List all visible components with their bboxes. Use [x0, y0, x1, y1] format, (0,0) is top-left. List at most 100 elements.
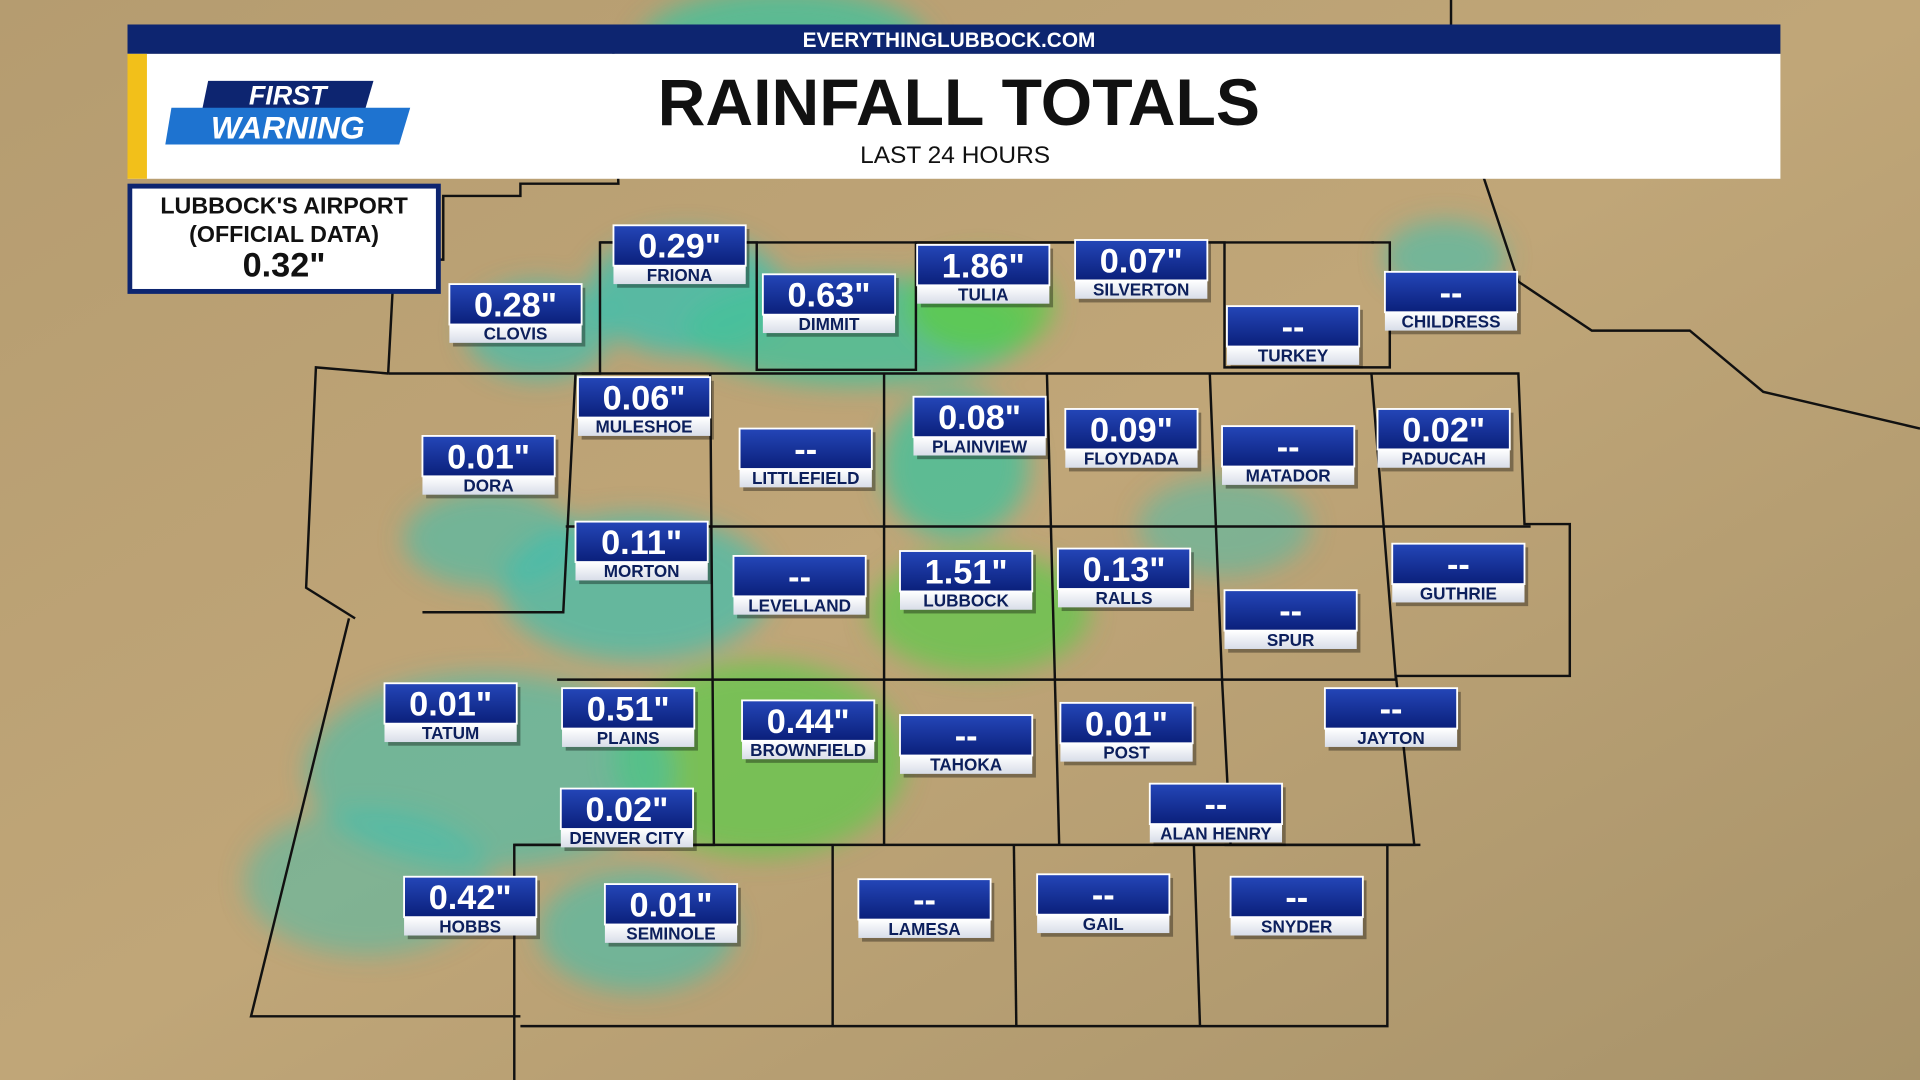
station: --CHILDRESS [1383, 270, 1521, 335]
title: RAINFALL TOTALS [658, 66, 1260, 140]
name-band [1377, 449, 1510, 468]
name-band [575, 562, 708, 581]
station-name: TAHOKA [930, 755, 1002, 775]
station-name: TURKEY [1258, 346, 1329, 366]
station-name: PLAINVIEW [932, 436, 1028, 456]
value-band [912, 395, 1047, 439]
value-band [577, 376, 712, 419]
station-name: SILVERTON [1093, 280, 1189, 300]
station: 0.42"HOBBS [403, 875, 540, 940]
name-band [1224, 630, 1357, 649]
station-name: LAMESA [888, 919, 960, 939]
station-value: 1.86" [942, 247, 1025, 285]
station: 0.13"RALLS [1057, 547, 1194, 612]
value-band [574, 520, 709, 563]
name-band [1057, 588, 1191, 608]
station-name: BROWNFIELD [750, 740, 866, 760]
station: 0.01"DORA [421, 435, 559, 499]
station-name: DENVER CITY [569, 828, 685, 848]
airport-line: LUBBOCK'S AIRPORT [160, 193, 408, 219]
value-band [561, 687, 696, 730]
station-value: 0.01" [1085, 705, 1168, 743]
station-value: -- [1285, 879, 1308, 917]
station-value: -- [1380, 691, 1403, 729]
station-value: 0.28" [474, 287, 557, 325]
accent-stripe [127, 53, 147, 179]
logo-top: FIRST [249, 81, 329, 111]
value-band [403, 875, 538, 919]
value-band [741, 699, 876, 742]
name-band [917, 285, 1050, 304]
station-value: -- [1440, 274, 1463, 312]
station: 0.09"FLOYDADA [1064, 408, 1202, 472]
station-name: MULESHOE [596, 417, 693, 437]
value-band [738, 427, 873, 470]
value-band [383, 682, 518, 725]
station-name: FLOYDADA [1084, 449, 1179, 469]
station: 0.01"SEMINOLE [603, 883, 741, 947]
name-band [1392, 584, 1525, 603]
station-name: CLOVIS [484, 324, 548, 344]
station-value: -- [794, 431, 817, 469]
station: 0.08"PLAINVIEW [912, 395, 1050, 460]
station-value: -- [788, 558, 811, 596]
station-value: -- [1447, 546, 1470, 584]
name-band [1075, 280, 1208, 299]
name-band [422, 476, 555, 495]
station: 0.02"DENVER CITY [559, 787, 697, 852]
station: 0.28"CLOVIS [448, 283, 586, 347]
station-value: 0.01" [447, 438, 530, 476]
station: --ALAN HENRY [1148, 782, 1286, 847]
station-value: 0.07" [1100, 242, 1183, 280]
name-band [913, 437, 1046, 456]
name-band [739, 468, 872, 488]
station: 0.11"MORTON [574, 520, 712, 585]
station: 0.07"SILVERTON [1074, 239, 1212, 303]
station: --SNYDER [1229, 875, 1367, 940]
station-value: -- [1279, 593, 1302, 631]
station-name: PADUCAH [1401, 449, 1485, 469]
name-band [1222, 466, 1355, 485]
name-band [1384, 312, 1518, 331]
name-band [449, 324, 582, 343]
value-band [732, 555, 867, 598]
value-band [421, 435, 556, 478]
name-band [384, 723, 517, 743]
station-value: -- [913, 882, 936, 920]
station: 0.01"POST [1059, 701, 1197, 766]
station-value: 0.51" [587, 691, 670, 729]
station: 0.63"DIMMIT [761, 273, 899, 337]
station-name: TATUM [422, 723, 479, 743]
station-name: MORTON [604, 561, 680, 581]
name-band [604, 924, 738, 943]
name-band [742, 740, 875, 760]
value-band [857, 878, 992, 921]
subtitle: LAST 24 HOURS [860, 142, 1050, 169]
name-band [613, 265, 746, 285]
value-band [1059, 701, 1194, 745]
station-name: CHILDRESS [1402, 311, 1501, 331]
station-value: 0.44" [767, 703, 850, 741]
value-band [448, 283, 583, 326]
station: --JAYTON [1323, 687, 1461, 751]
value-band [612, 224, 747, 267]
value-band [603, 883, 739, 926]
station-name: GUTHRIE [1420, 583, 1497, 603]
station-value: 0.29" [638, 228, 721, 266]
airport-value: 0.32" [243, 247, 326, 285]
station-name: PLAINS [597, 728, 660, 748]
station-name: MATADOR [1246, 466, 1332, 486]
name-band [900, 755, 1033, 774]
name-band [762, 314, 896, 334]
station: --TAHOKA [899, 714, 1036, 778]
station-value: 0.06" [603, 380, 686, 418]
station: --GAIL [1036, 873, 1174, 937]
station-value: -- [955, 718, 978, 756]
logo-bottom: WARNING [211, 109, 365, 145]
station-name: JAYTON [1357, 728, 1425, 748]
value-band [1064, 408, 1199, 451]
station-name: SEMINOLE [626, 924, 715, 944]
value-band [1057, 547, 1192, 590]
name-band [1065, 449, 1198, 468]
